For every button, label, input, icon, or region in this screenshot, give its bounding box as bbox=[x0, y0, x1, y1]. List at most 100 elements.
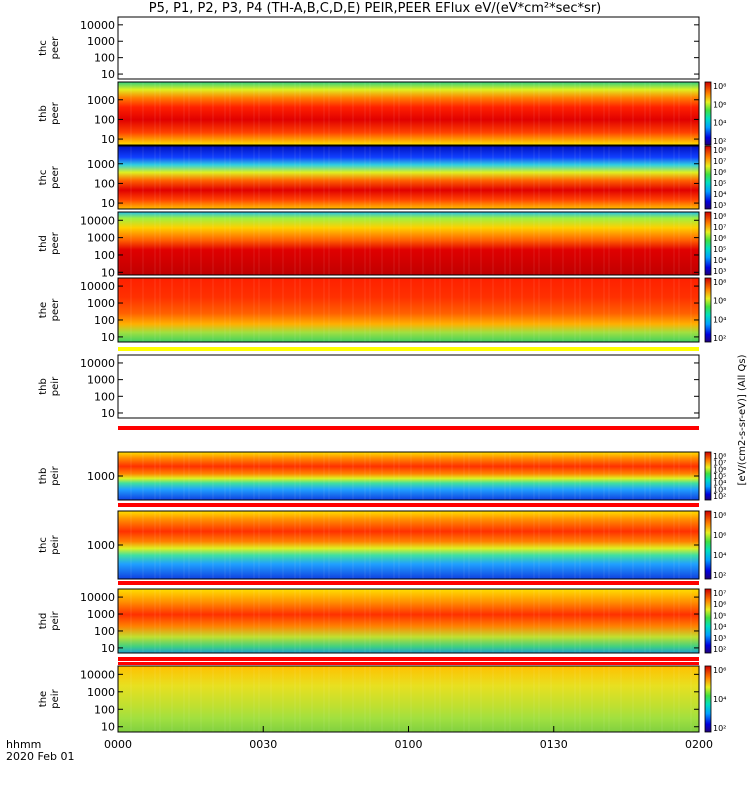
panel-3-texture bbox=[258, 146, 260, 209]
panel-7-texture bbox=[533, 452, 535, 500]
panel-8-texture bbox=[130, 511, 132, 579]
panel-4-texture bbox=[294, 212, 296, 275]
panel-5-texture bbox=[533, 278, 535, 342]
panel-7-texture bbox=[270, 452, 272, 500]
panel-7-colorbar-tick: 10³ bbox=[713, 485, 726, 494]
panel-5-texture bbox=[422, 278, 424, 342]
panel-9-texture bbox=[603, 589, 605, 653]
panel-2-texture bbox=[608, 82, 610, 145]
panel-3-texture bbox=[574, 146, 576, 209]
panel-10-ytick-label: 10000 bbox=[80, 668, 115, 681]
panel-3-texture bbox=[364, 146, 366, 209]
panel-3-label-line2: peer bbox=[50, 165, 61, 189]
panel-10-stripe-2 bbox=[118, 662, 699, 665]
panel-3-colorbar-tick: 10⁶ bbox=[713, 168, 726, 177]
panel-3-colorbar-tick: 10⁵ bbox=[713, 179, 726, 188]
panel-9-texture bbox=[451, 589, 453, 653]
panel-9-texture bbox=[188, 589, 190, 653]
panel-5-texture bbox=[340, 278, 342, 342]
panel-8-texture bbox=[393, 511, 395, 579]
panel-8-spectrogram bbox=[118, 511, 699, 579]
panel-3-ytick-label: 100 bbox=[94, 177, 115, 190]
panel-9-texture bbox=[463, 589, 465, 653]
panel-10-texture bbox=[644, 666, 646, 732]
panel-8-colorbar-tick: 10⁶ bbox=[713, 531, 726, 540]
panel-10-texture bbox=[171, 666, 173, 732]
panel-10-texture bbox=[410, 666, 412, 732]
panel-2-spectrogram bbox=[118, 82, 699, 145]
panel-2-texture bbox=[130, 82, 132, 145]
panel-4-ytick-label: 100 bbox=[94, 249, 115, 262]
panel-2-texture bbox=[451, 82, 453, 145]
panel-5-texture bbox=[451, 278, 453, 342]
panel-8-texture bbox=[258, 511, 260, 579]
panel-10-texture bbox=[468, 666, 470, 732]
panel-7-texture bbox=[562, 452, 564, 500]
panel-9-texture bbox=[574, 589, 576, 653]
panel-9-texture bbox=[282, 589, 284, 653]
panel-10-texture bbox=[381, 666, 383, 732]
panel-2-label-line1: thb bbox=[38, 105, 49, 122]
panel-2-texture bbox=[323, 82, 325, 145]
panel-3-texture bbox=[154, 146, 156, 209]
panel-2-texture bbox=[200, 82, 202, 145]
panel-3-texture bbox=[253, 146, 255, 209]
panel-9-texture bbox=[608, 589, 610, 653]
panel-3-colorbar-tick: 10⁷ bbox=[713, 157, 726, 166]
panel-4-texture bbox=[154, 212, 156, 275]
panel-4-texture bbox=[328, 212, 330, 275]
panel-4-texture bbox=[562, 212, 564, 275]
panel-5-texture bbox=[212, 278, 214, 342]
panel-1-frame bbox=[117, 16, 700, 80]
panel-9-texture bbox=[632, 589, 634, 653]
panel-5-ytick-label: 1000 bbox=[87, 297, 115, 310]
panel-2-texture bbox=[294, 82, 296, 145]
panel-10-texture bbox=[480, 666, 482, 732]
panel-10-texture bbox=[632, 666, 634, 732]
panel-7-texture bbox=[579, 452, 581, 500]
panel-7-texture bbox=[504, 452, 506, 500]
panel-5-texture bbox=[311, 278, 313, 342]
panel-6-ytick-label: 10 bbox=[101, 407, 115, 420]
panel-4: 10000 1000 100 10 thd peer 10⁸ 10⁷ 10⁶ 10⁵ 10⁴ 10³ bbox=[38, 211, 726, 279]
panel-7-texture bbox=[241, 452, 243, 500]
panel-2-colorbar-tick: 10⁶ bbox=[713, 100, 726, 109]
panel-8-texture bbox=[142, 511, 144, 579]
panel-5-texture bbox=[579, 278, 581, 342]
panel-10-texture bbox=[364, 666, 366, 732]
panel-8-texture bbox=[649, 511, 651, 579]
panel-7-texture bbox=[538, 452, 540, 500]
panel-3-texture bbox=[468, 146, 470, 209]
panel-7-colorbar-tick: 10⁷ bbox=[713, 459, 726, 468]
panel-10-texture bbox=[159, 666, 161, 732]
panel-2-texture bbox=[632, 82, 634, 145]
panel-9-texture bbox=[591, 589, 593, 653]
panel-7-texture bbox=[154, 452, 156, 500]
panel-3-ytick-label: 1000 bbox=[87, 158, 115, 171]
panel-10-colorbar-tick: 10² bbox=[713, 724, 726, 733]
panel-9-texture bbox=[439, 589, 441, 653]
panel-4-colorbar-tick: 10³ bbox=[713, 267, 726, 276]
panel-4-texture bbox=[603, 212, 605, 275]
panel-5-texture bbox=[154, 278, 156, 342]
panel-10-texture bbox=[229, 666, 231, 732]
panel-8-ytick-label: 1000 bbox=[87, 539, 115, 552]
panel-5-texture bbox=[188, 278, 190, 342]
panel-10-texture bbox=[142, 666, 144, 732]
panel-3-texture bbox=[533, 146, 535, 209]
panel-5-texture bbox=[159, 278, 161, 342]
panel-9-colorbar-tick: 10² bbox=[713, 645, 726, 654]
panel-10-texture bbox=[690, 666, 692, 732]
panel-9-texture bbox=[171, 589, 173, 653]
panel-8-texture bbox=[579, 511, 581, 579]
panel-9-texture bbox=[183, 589, 185, 653]
panel-2-texture bbox=[142, 82, 144, 145]
panel-2-texture bbox=[509, 82, 511, 145]
panel-3-texture bbox=[608, 146, 610, 209]
panel-8-label-line1: thc bbox=[38, 537, 49, 553]
panel-8-texture bbox=[311, 511, 313, 579]
panel-2-texture bbox=[258, 82, 260, 145]
panel-9-spectrogram bbox=[118, 589, 699, 653]
panel-4-texture bbox=[480, 212, 482, 275]
panel-9-texture bbox=[381, 589, 383, 653]
